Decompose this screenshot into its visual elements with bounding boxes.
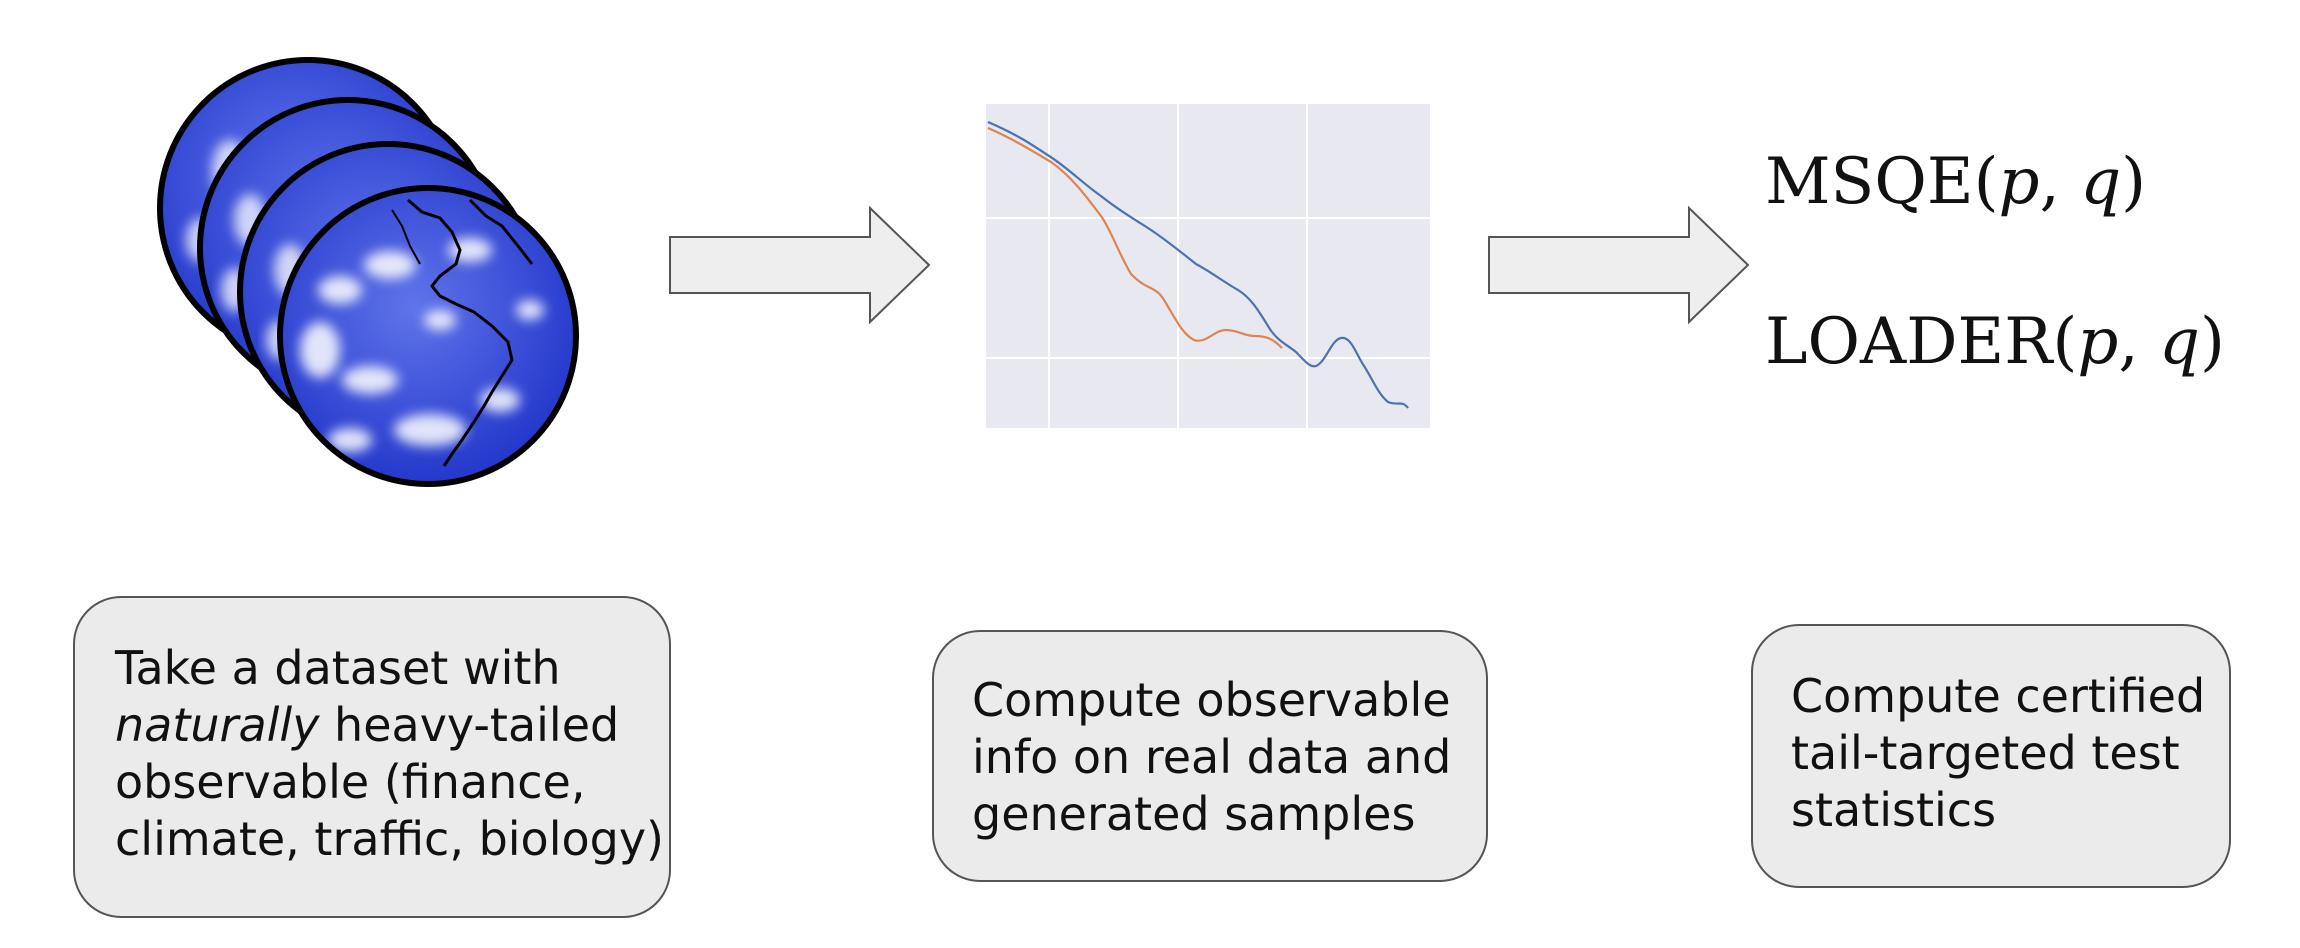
step-box-test-statistics: Compute certified tail-targeted test sta… bbox=[1751, 624, 2231, 888]
step1-line3: observable (finance, bbox=[115, 755, 586, 809]
step-box-dataset: Take a dataset with naturally heavy-tail… bbox=[73, 596, 671, 918]
formula-loader-name: LOADER bbox=[1765, 305, 2053, 379]
formula-msqe: MSQE(p, q) bbox=[1765, 145, 2147, 219]
plot-gridlines bbox=[986, 104, 1430, 428]
step1-line2: naturally heavy-tailed bbox=[115, 697, 669, 754]
globe-front bbox=[277, 185, 579, 487]
arrow-right-icon bbox=[669, 205, 931, 325]
formula-msqe-name: MSQE bbox=[1765, 145, 1974, 219]
step1-line4: climate, traffic, biology) bbox=[115, 812, 664, 866]
series-line-blue bbox=[987, 120, 1409, 409]
step1-emphasis: naturally bbox=[115, 698, 320, 752]
formula-loader: LOADER(p, q) bbox=[1765, 305, 2225, 379]
step3-line1: Compute certified bbox=[1791, 669, 2206, 723]
step-box-compute-observable: Compute observable info on real data and… bbox=[932, 630, 1488, 882]
step3-line2: tail-targeted test bbox=[1791, 726, 2180, 780]
step2-line2: info on real data and bbox=[972, 730, 1452, 784]
formula-msqe-arg-q: q bbox=[2080, 145, 2122, 219]
formula-loader-arg-p: p bbox=[2077, 305, 2119, 379]
arrow-right-icon-2 bbox=[1488, 205, 1750, 325]
series-line-orange bbox=[987, 126, 1283, 349]
step2-line1: Compute observable bbox=[972, 673, 1451, 727]
plot-background bbox=[986, 104, 1430, 428]
step1-line2-rest: heavy-tailed bbox=[319, 698, 620, 752]
globe-stack-illustration bbox=[157, 57, 579, 487]
step2-line3: generated samples bbox=[972, 787, 1416, 841]
step3-line3: statistics bbox=[1791, 783, 1997, 837]
formula-msqe-arg-p: p bbox=[1998, 145, 2040, 219]
observable-plot bbox=[986, 104, 1430, 428]
step1-line1: Take a dataset with bbox=[115, 641, 561, 695]
formula-loader-arg-q: q bbox=[2159, 305, 2200, 379]
